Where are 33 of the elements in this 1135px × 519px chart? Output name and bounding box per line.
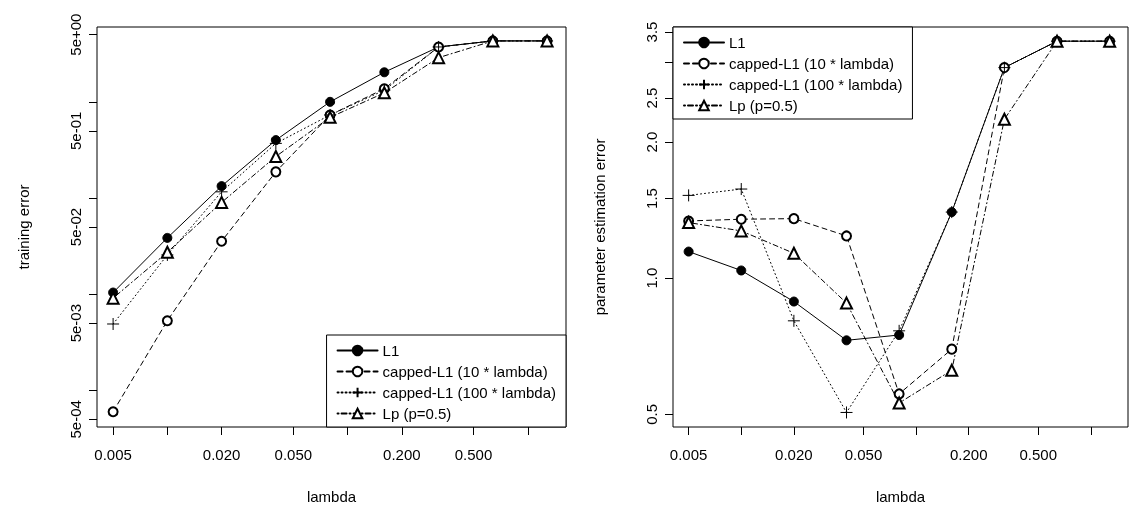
legend-label: capped-L1 (10 * lambda) <box>382 363 548 380</box>
x-axis-title: lambda <box>306 488 357 505</box>
x-tick-label: 0.020 <box>202 446 241 463</box>
y-tick-label: 2.0 <box>643 131 660 153</box>
y-tick-label: 2.5 <box>643 87 660 109</box>
y-tick-label: 5e-04 <box>67 400 84 439</box>
legend-label: capped-L1 (100 * lambda) <box>729 76 903 93</box>
x-tick-label: 0.050 <box>844 446 883 463</box>
legend-label: capped-L1 (100 * lambda) <box>382 384 557 401</box>
y-tick-label: 5e-01 <box>67 111 84 150</box>
y-tick-label: 5e-03 <box>67 303 84 343</box>
y-tick-label: 1.0 <box>643 267 660 289</box>
y-axis-title: parameter estimation error <box>591 138 608 316</box>
y-tick-label: 3.5 <box>643 21 660 43</box>
x-tick-label: 0.020 <box>775 446 813 463</box>
y-tick-label: 5e-02 <box>67 207 84 247</box>
y-tick-label: 0.5 <box>643 403 660 425</box>
x-tick-label: 0.500 <box>454 446 493 463</box>
legend-label: Lp (p=0.5) <box>382 405 452 422</box>
y-tick-label: 1.5 <box>643 188 660 209</box>
legend-label: L1 <box>729 34 746 51</box>
legend-label: L1 <box>382 342 400 359</box>
x-tick-label: 0.005 <box>94 446 132 463</box>
y-axis-title: training error <box>15 184 32 270</box>
legend-label: capped-L1 (10 * lambda) <box>729 55 895 72</box>
x-tick-label: 0.200 <box>949 446 988 463</box>
y-tick-label: 5e+00 <box>67 13 84 56</box>
legend-label: Lp (p=0.5) <box>729 97 798 114</box>
x-tick-label: 0.050 <box>274 446 313 463</box>
x-axis-title: lambda <box>875 488 926 505</box>
x-tick-label: 0.005 <box>669 446 708 463</box>
x-tick-label: 0.500 <box>1019 446 1058 463</box>
x-tick-label: 0.200 <box>383 446 421 463</box>
